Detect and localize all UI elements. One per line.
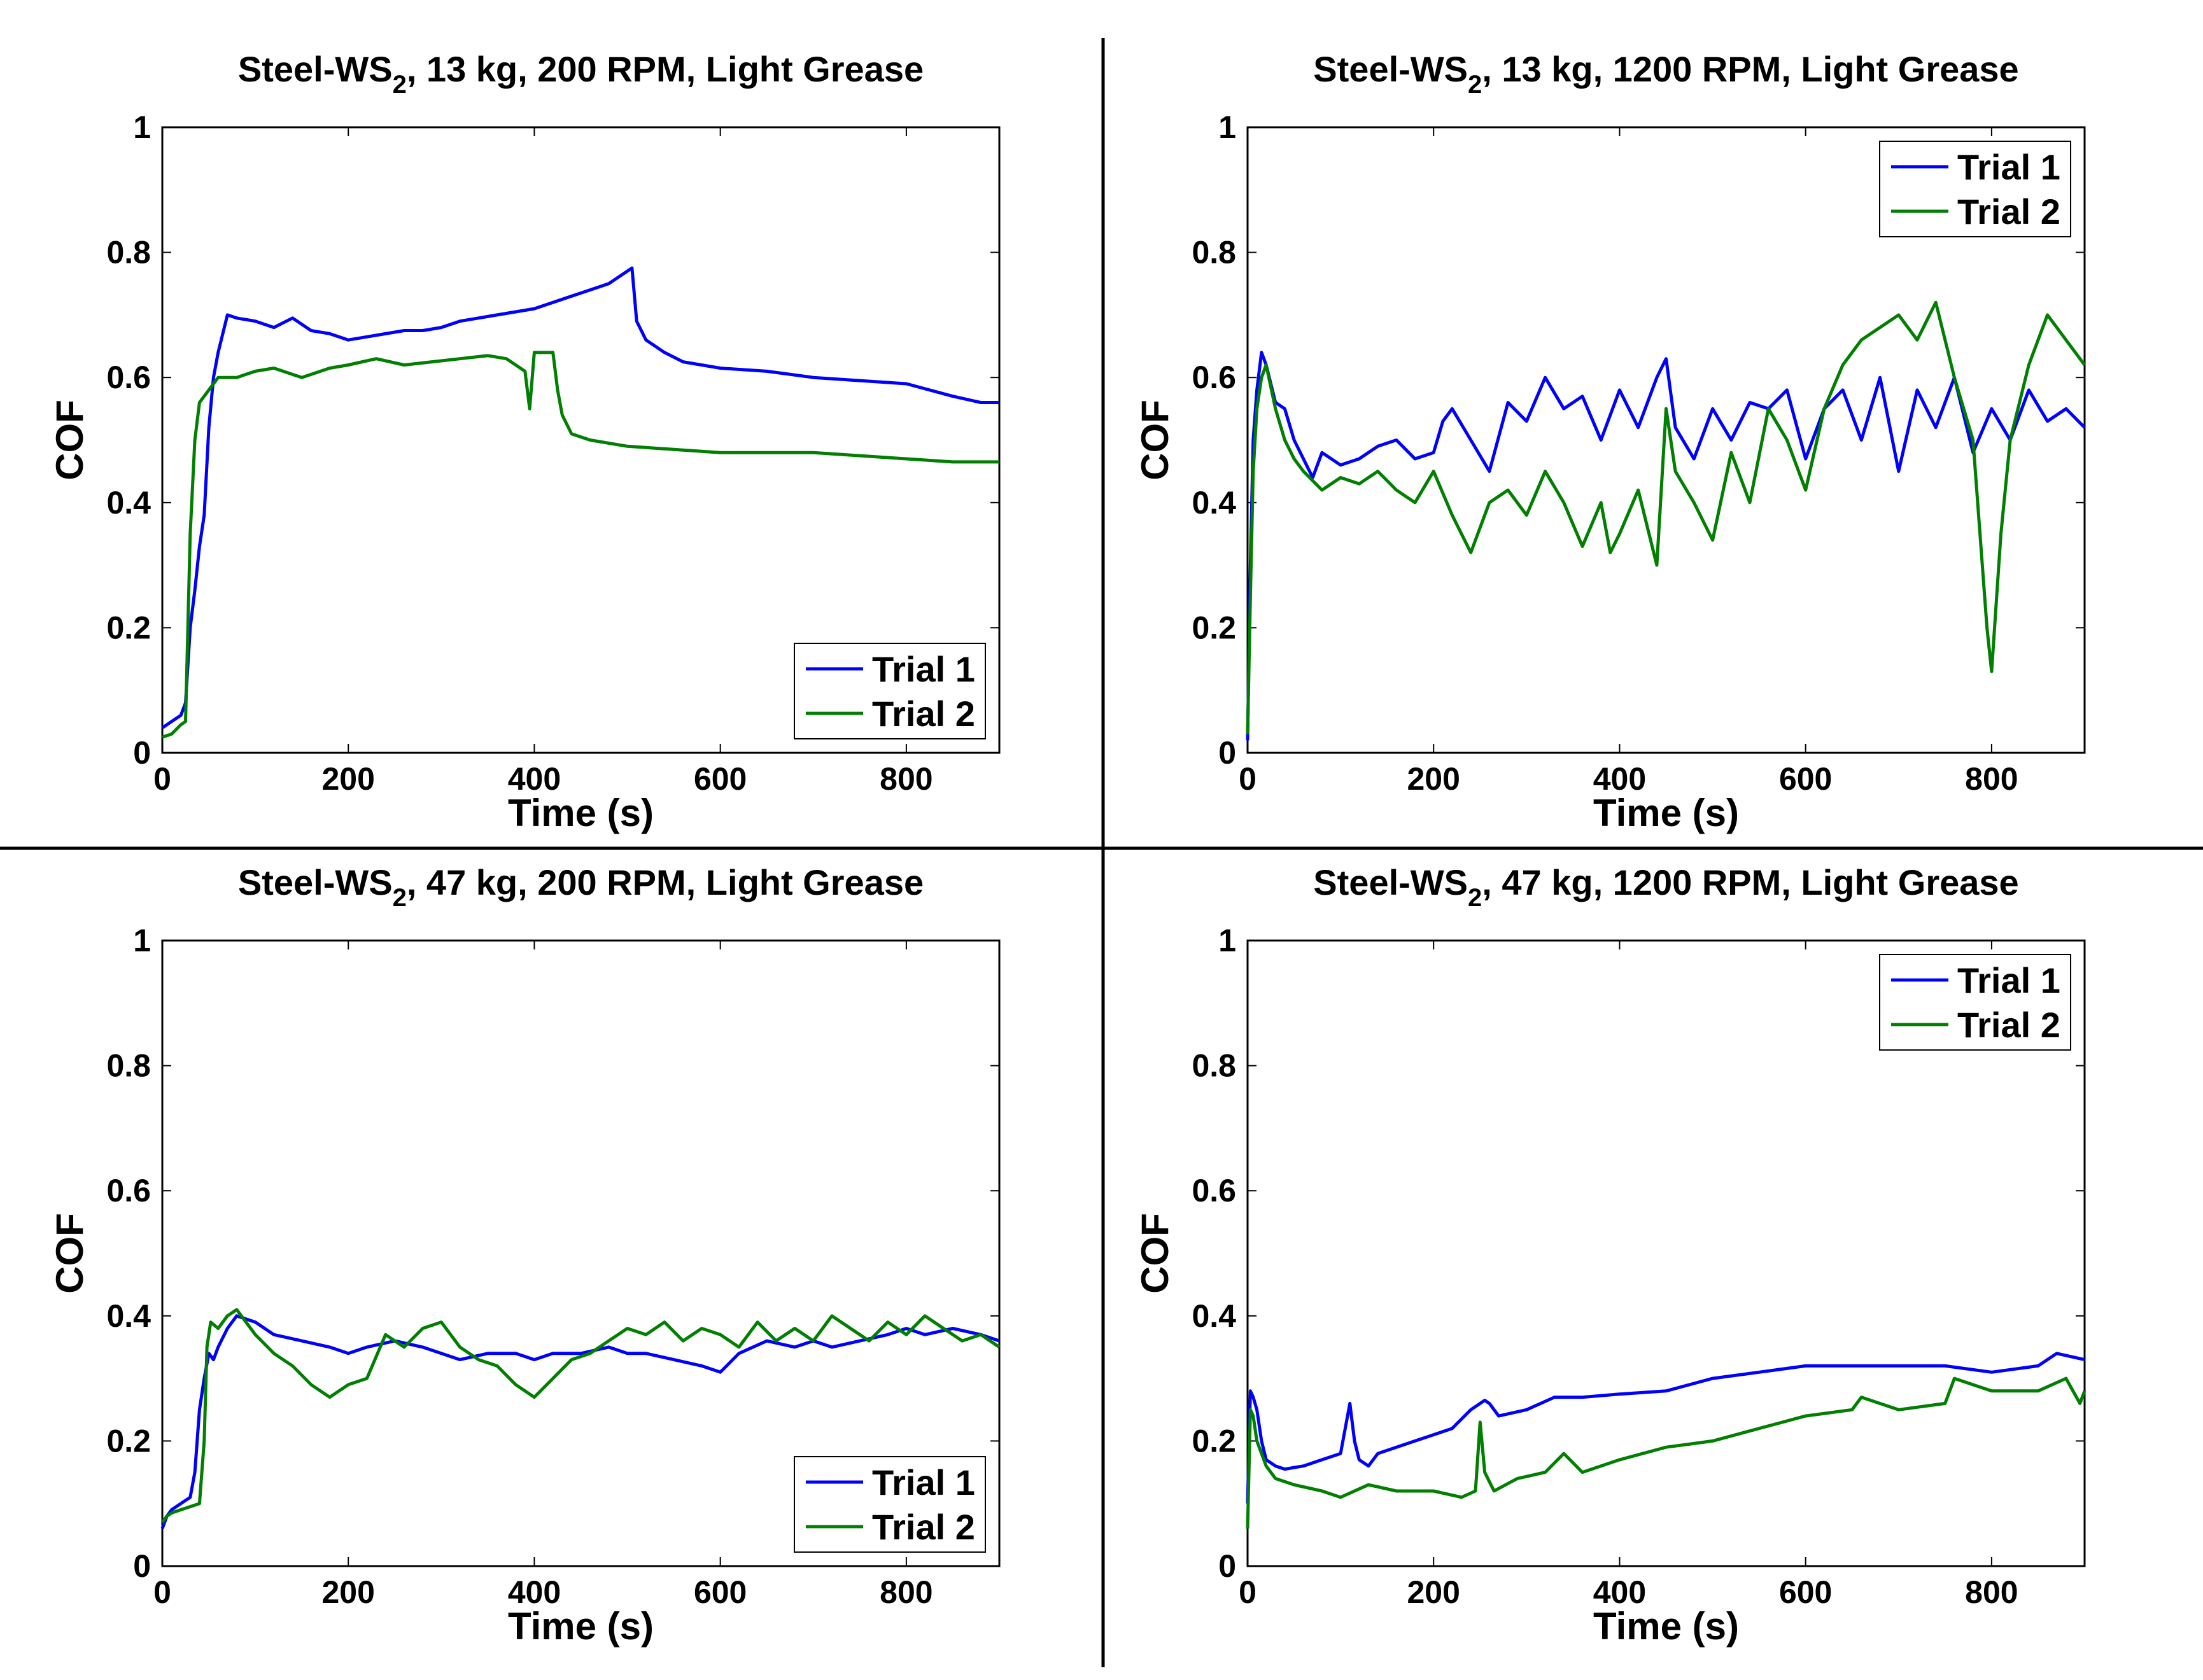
series-line-trial-1 — [1246, 351, 2086, 741]
title-subscript: 2 — [1468, 884, 1482, 912]
chart-title: Steel-WS2, 13 kg, 200 RPM, Light Grease — [238, 49, 924, 99]
y-tick-label: 0.8 — [106, 235, 151, 270]
x-tick-label: 800 — [1965, 1574, 2018, 1610]
y-tick-label: 0 — [133, 1548, 151, 1584]
y-tick-label: 1 — [133, 923, 151, 958]
chart-panel-bottom-left: Steel-WS2, 47 kg, 200 RPM, Light Grease 0… — [48, 862, 1001, 1648]
legend-box — [1879, 141, 2071, 237]
title-main: Steel-WS — [238, 862, 393, 902]
y-tick-label: 0.4 — [106, 485, 151, 521]
series-line-trial-2 — [1246, 1376, 2087, 1529]
legend: Trial 1 Trial 2 — [794, 643, 986, 739]
legend-label: Trial 1 — [872, 1462, 975, 1502]
y-tick-label: 0.4 — [106, 1298, 151, 1334]
chart-panel-bottom-right: Steel-WS2, 47 kg, 1200 RPM, Light Grease… — [1134, 862, 2087, 1648]
y-axis-label: COF — [48, 1213, 91, 1294]
y-tick-label: 0 — [133, 735, 151, 771]
y-tick-label: 1 — [1218, 923, 1236, 958]
chart-title: Steel-WS2, 13 kg, 1200 RPM, Light Grease — [1313, 49, 2018, 99]
x-tick-label: 400 — [508, 1574, 561, 1610]
legend-box — [794, 643, 986, 739]
x-tick-label: 0 — [153, 1574, 171, 1610]
y-tick-label: 1 — [133, 109, 151, 145]
title-rest: , 47 kg, 1200 RPM, Light Grease — [1482, 862, 2018, 902]
title-subscript: 2 — [1468, 71, 1482, 99]
x-tick-label: 200 — [322, 761, 375, 797]
x-tick-label: 200 — [1407, 761, 1460, 797]
legend-box — [794, 1456, 986, 1553]
y-axis-label: COF — [1134, 400, 1176, 480]
y-tick-label: 0.8 — [106, 1048, 151, 1084]
x-tick-label: 800 — [880, 1574, 933, 1610]
x-tick-label: 0 — [153, 761, 171, 797]
title-rest: , 13 kg, 200 RPM, Light Grease — [407, 49, 924, 89]
y-tick-label: 0.6 — [106, 1173, 151, 1208]
x-axis-label: Time (s) — [508, 792, 654, 834]
x-tick-label: 400 — [1593, 761, 1646, 797]
y-tick-label: 0.2 — [1192, 1423, 1236, 1459]
title-rest: , 47 kg, 200 RPM, Light Grease — [407, 862, 924, 902]
y-tick-label: 0.6 — [1192, 360, 1236, 395]
legend: Trial 1 Trial 2 — [794, 1456, 986, 1553]
y-tick-label: 0.8 — [1192, 1048, 1236, 1084]
x-tick-label: 0 — [1239, 761, 1256, 797]
chart-panel-top-right: Steel-WS2, 13 kg, 1200 RPM, Light Grease… — [1134, 49, 2087, 834]
x-tick-label: 800 — [880, 761, 933, 797]
legend: Trial 1 Trial 2 — [1879, 954, 2071, 1051]
title-main: Steel-WS — [238, 49, 393, 89]
chart-title: Steel-WS2, 47 kg, 200 RPM, Light Grease — [238, 862, 924, 912]
legend: Trial 1 Trial 2 — [1879, 141, 2071, 237]
title-subscript: 2 — [393, 71, 407, 99]
y-tick-label: 0.2 — [106, 610, 151, 645]
x-tick-label: 200 — [322, 1574, 375, 1610]
x-tick-label: 0 — [1239, 1574, 1256, 1610]
y-axis-label: COF — [48, 400, 91, 480]
legend-label: Trial 2 — [872, 694, 975, 734]
x-tick-label: 200 — [1407, 1574, 1460, 1610]
title-main: Steel-WS — [1313, 49, 1468, 89]
legend-label: Trial 1 — [1957, 960, 2060, 1000]
chart-panel-top-left: Steel-WS2, 13 kg, 200 RPM, Light Grease 0… — [48, 49, 1001, 834]
y-tick-label: 0.8 — [1192, 235, 1236, 270]
x-axis-label: Time (s) — [1593, 792, 1739, 834]
y-tick-label: 0.2 — [1192, 610, 1236, 645]
y-tick-label: 0.4 — [1192, 485, 1236, 521]
x-tick-label: 400 — [1593, 1574, 1646, 1610]
x-axis-label: Time (s) — [508, 1605, 654, 1648]
series-line-trial-2 — [162, 351, 999, 739]
legend-box — [1879, 954, 2071, 1051]
legend-label: Trial 1 — [1957, 147, 2060, 187]
x-axis-label: Time (s) — [1593, 1605, 1739, 1648]
title-subscript: 2 — [393, 884, 407, 912]
y-axis-label: COF — [1134, 1213, 1176, 1294]
chart-title: Steel-WS2, 47 kg, 1200 RPM, Light Grease — [1313, 862, 2018, 912]
y-tick-label: 0 — [1218, 1548, 1236, 1584]
x-tick-label: 600 — [1779, 761, 1832, 797]
x-tick-label: 800 — [1965, 761, 2018, 797]
legend-label: Trial 2 — [872, 1507, 975, 1547]
y-tick-label: 1 — [1218, 109, 1236, 145]
series-line-trial-2 — [160, 1308, 1001, 1523]
legend-label: Trial 2 — [1957, 192, 2060, 232]
series-line-trial-1 — [1246, 1352, 2085, 1504]
y-tick-label: 0.2 — [106, 1423, 151, 1459]
legend-label: Trial 1 — [872, 649, 975, 689]
legend-label: Trial 2 — [1957, 1005, 2060, 1045]
x-tick-label: 600 — [1779, 1574, 1832, 1610]
series-line-trial-1 — [161, 266, 999, 729]
title-main: Steel-WS — [1313, 862, 1468, 902]
series-line-trial-2 — [1246, 300, 2087, 734]
title-rest: , 13 kg, 1200 RPM, Light Grease — [1482, 49, 2018, 89]
y-tick-label: 0.6 — [1192, 1173, 1236, 1208]
x-tick-label: 600 — [694, 1574, 747, 1610]
y-tick-label: 0 — [1218, 735, 1236, 771]
x-tick-label: 400 — [508, 761, 561, 797]
x-tick-label: 600 — [694, 761, 747, 797]
y-tick-label: 0.6 — [106, 360, 151, 395]
y-tick-label: 0.4 — [1192, 1298, 1236, 1334]
